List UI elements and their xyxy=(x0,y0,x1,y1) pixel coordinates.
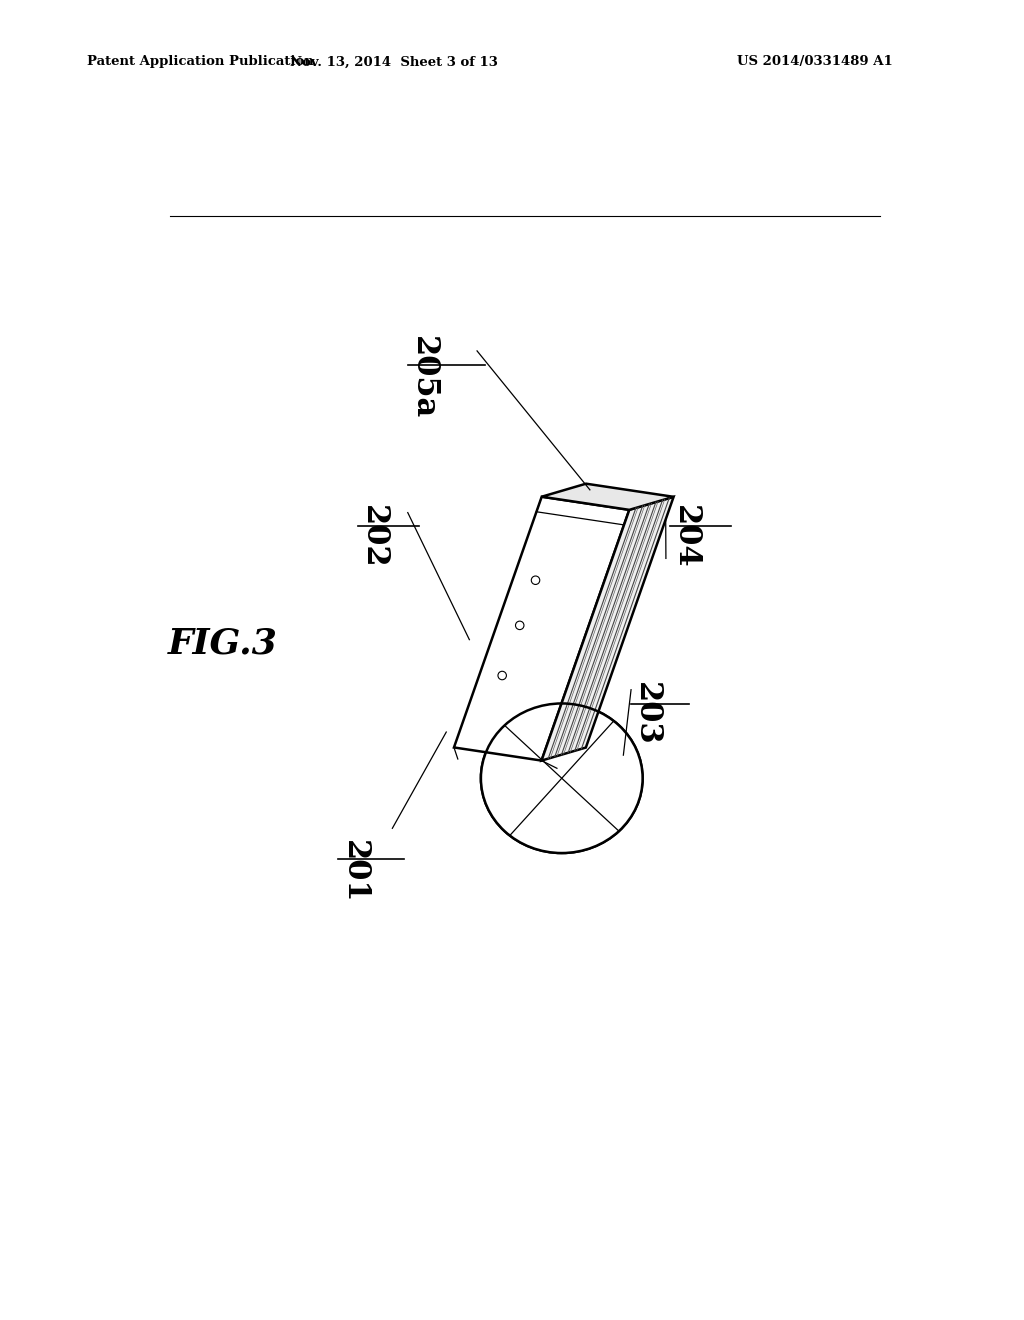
Text: FIG.3: FIG.3 xyxy=(168,627,278,660)
Text: 204: 204 xyxy=(670,506,700,569)
Polygon shape xyxy=(542,483,674,510)
Text: 202: 202 xyxy=(357,506,389,569)
Ellipse shape xyxy=(481,704,643,853)
Text: Patent Application Publication: Patent Application Publication xyxy=(87,55,313,69)
Polygon shape xyxy=(542,496,674,760)
Text: 201: 201 xyxy=(339,840,370,903)
Text: 205a: 205a xyxy=(408,335,438,418)
Text: Nov. 13, 2014  Sheet 3 of 13: Nov. 13, 2014 Sheet 3 of 13 xyxy=(290,55,499,69)
Text: US 2014/0331489 A1: US 2014/0331489 A1 xyxy=(737,55,893,69)
Polygon shape xyxy=(454,496,630,760)
Text: 203: 203 xyxy=(631,682,663,746)
